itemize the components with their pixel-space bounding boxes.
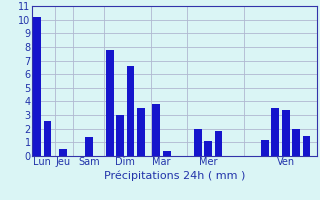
Bar xyxy=(214,131,222,156)
Bar xyxy=(261,140,269,156)
Bar xyxy=(59,149,67,156)
Bar xyxy=(282,110,290,156)
Bar xyxy=(163,151,171,156)
Bar xyxy=(204,141,212,156)
Bar xyxy=(137,108,145,156)
Bar xyxy=(271,108,279,156)
Bar xyxy=(116,115,124,156)
Bar xyxy=(292,129,300,156)
Bar xyxy=(85,137,93,156)
Bar xyxy=(303,136,310,156)
X-axis label: Précipitations 24h ( mm ): Précipitations 24h ( mm ) xyxy=(104,170,245,181)
Bar xyxy=(152,104,160,156)
Bar xyxy=(106,50,114,156)
Bar xyxy=(33,17,41,156)
Bar xyxy=(126,66,134,156)
Bar xyxy=(194,129,202,156)
Bar xyxy=(44,121,52,156)
